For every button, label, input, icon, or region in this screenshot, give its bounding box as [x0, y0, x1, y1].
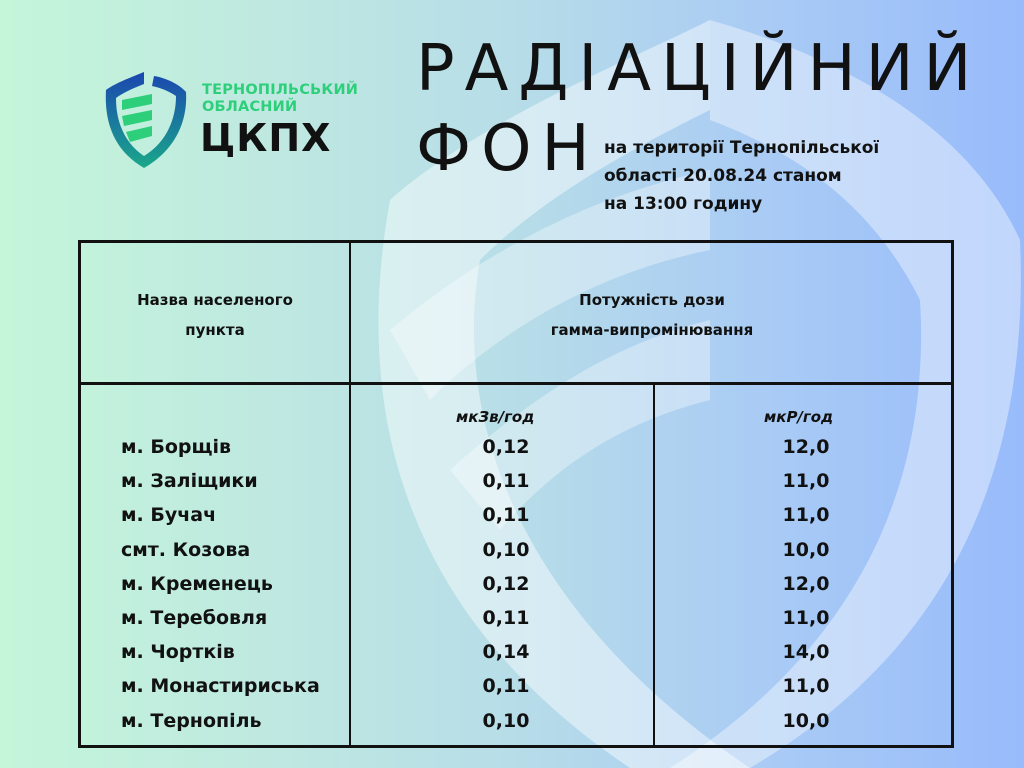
header-text: Назва населеного — [137, 291, 293, 309]
table-row: м. Теребовля 0,11 11,0 — [81, 607, 957, 641]
dose-usv: 0,11 — [482, 504, 530, 527]
dose-ur: 10,0 — [782, 538, 830, 561]
dose-usv: 0,11 — [482, 675, 530, 698]
dose-ur: 12,0 — [782, 572, 830, 595]
dose-usv: 0,11 — [482, 470, 530, 493]
table-row: м. Борщів 0,12 12,0 — [81, 436, 957, 470]
dose-ur: 11,0 — [782, 470, 830, 493]
dose-usv: 0,12 — [482, 572, 530, 595]
table-row: м. Кременець 0,12 12,0 — [81, 573, 957, 607]
table-row: смт. Козова 0,10 10,0 — [81, 539, 957, 573]
settlement-name: м. Тернопіль — [121, 709, 262, 732]
header-dose: Потужність дози гамма-випромінювання — [349, 285, 955, 345]
shield-watermark — [378, 20, 1021, 768]
title-line1: РАДІАЦІЙНИЙ — [416, 32, 982, 106]
subtitle-line: на території Тернопільської — [604, 138, 880, 158]
header-text: гамма-випромінювання — [550, 321, 754, 339]
header-text: пункта — [185, 321, 245, 339]
settlement-name: м. Чортків — [121, 641, 235, 664]
settlement-name: м. Бучач — [121, 504, 217, 527]
table-row: м. Бучач 0,11 11,0 — [81, 504, 957, 538]
table-row: м. Заліщики 0,11 11,0 — [81, 470, 957, 504]
settlement-name: смт. Козова — [121, 538, 251, 561]
logo-text-line2: ОБЛАСНИЙ — [202, 99, 298, 115]
dose-usv: 0,10 — [482, 538, 530, 561]
dose-ur: 11,0 — [782, 504, 830, 527]
dose-ur: 10,0 — [782, 709, 830, 732]
shield-logo-icon — [105, 72, 187, 168]
dose-ur: 14,0 — [782, 641, 830, 664]
dose-usv: 0,11 — [482, 607, 530, 629]
dose-ur: 11,0 — [782, 607, 830, 629]
subtitle-line: на 13:00 годину — [604, 194, 763, 214]
settlement-name: м. Теребовля — [121, 607, 268, 629]
subtitle-line: області 20.08.24 станом — [604, 166, 842, 186]
settlement-name: м. Монастириська — [121, 675, 320, 698]
logo-text-main: ЦКПХ — [200, 116, 332, 160]
table-row: м. Чортків 0,14 14,0 — [81, 641, 957, 675]
dose-ur: 12,0 — [782, 436, 830, 458]
divider — [349, 243, 351, 745]
settlement-name: м. Борщів — [121, 436, 232, 458]
dose-usv: 0,10 — [482, 709, 530, 732]
radiation-table: Назва населеного пункта Потужність дози … — [78, 240, 954, 748]
settlement-name: м. Кременець — [121, 572, 273, 595]
divider — [81, 382, 951, 385]
dose-usv: 0,12 — [482, 436, 530, 458]
divider — [653, 382, 655, 745]
settlement-name: м. Заліщики — [121, 470, 258, 493]
subtitle: на території Тернопільської області 20.0… — [604, 134, 879, 218]
table-row: м. Тернопіль 0,10 10,0 — [81, 710, 957, 744]
logo-text-line1: ТЕРНОПІЛЬСЬКИЙ — [202, 82, 359, 98]
unit-ur: мкР/год — [764, 408, 834, 426]
dose-ur: 11,0 — [782, 675, 830, 698]
header-text: Потужність дози — [579, 291, 725, 309]
dose-usv: 0,14 — [482, 641, 530, 664]
table-row: м. Монастириська 0,11 11,0 — [81, 675, 957, 709]
header-settlement: Назва населеного пункта — [81, 285, 349, 345]
unit-usv: мкЗв/год — [456, 408, 535, 426]
title-line2: ФОН — [416, 112, 600, 186]
